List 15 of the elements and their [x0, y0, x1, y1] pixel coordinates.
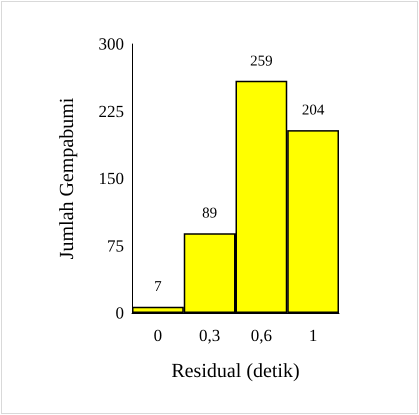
y-tick-label: 150: [98, 169, 124, 188]
y-axis-title: Jumlah Gempabumi: [56, 97, 78, 260]
y-tick-label: 75: [107, 236, 124, 256]
y-tick-label: 300: [98, 34, 124, 54]
data-label: 204: [302, 102, 325, 119]
y-tick-label: 225: [98, 102, 124, 121]
data-label: 259: [250, 53, 273, 70]
x-tick-label: 0,6: [250, 326, 272, 345]
data-label: 89: [202, 206, 218, 222]
x-tick-label: 0: [154, 326, 162, 345]
y-tick-label: 0: [116, 304, 124, 322]
x-tick-label: 1: [308, 326, 318, 345]
x-axis-title: Residual (detik): [171, 360, 300, 382]
x-tick-label: 0,3: [199, 326, 220, 345]
data-label: 7: [154, 279, 162, 296]
